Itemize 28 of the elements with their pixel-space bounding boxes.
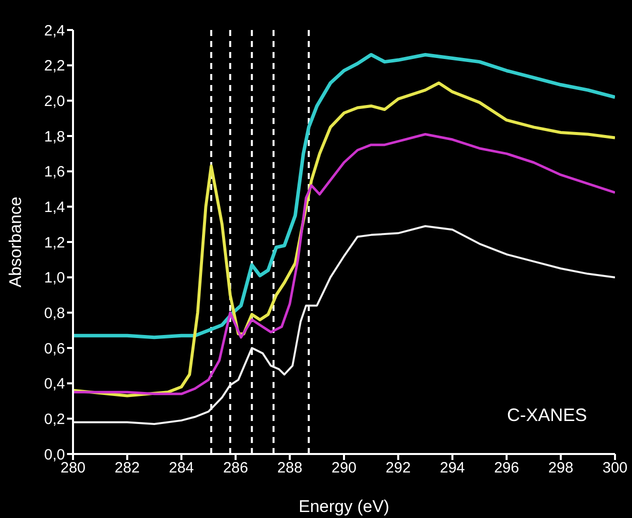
x-tick-label: 300 <box>602 460 628 477</box>
line-series <box>73 52 615 340</box>
y-tick-label: 1,0 <box>44 270 65 287</box>
x-tick-label: 286 <box>223 460 248 477</box>
annotation: C-XANES <box>506 405 587 426</box>
y-tick-label: 0,4 <box>44 376 65 393</box>
x-tick-label: 284 <box>168 460 194 477</box>
y-tick-label: 0,2 <box>44 410 65 428</box>
x-tick-label: 296 <box>494 460 520 477</box>
line-series <box>73 225 615 425</box>
line-series <box>73 132 615 396</box>
y-tick-label: 0,6 <box>44 340 65 358</box>
y-tick-label: 2,4 <box>44 22 65 40</box>
x-tick-label: 290 <box>331 460 357 477</box>
y-tick-label: 1,6 <box>44 164 65 181</box>
y-tick-label: 1,4 <box>44 198 65 216</box>
y-tick-label: 1,8 <box>44 128 65 146</box>
x-tick-label: 292 <box>386 460 411 477</box>
y-tick-label: 2,2 <box>44 58 65 75</box>
x-tick-label: 282 <box>114 460 140 477</box>
x-tick-label: 288 <box>277 460 302 477</box>
y-tick-label: 1,2 <box>44 234 65 252</box>
y-tick-label: 0,8 <box>44 304 65 322</box>
x-tick-label: 298 <box>548 460 574 477</box>
x-axis-title: Energy (eV) <box>298 497 390 516</box>
x-tick-label: 294 <box>440 460 465 477</box>
y-tick-label: 2,0 <box>44 92 65 110</box>
y-axis-title: Absorbance <box>6 196 26 288</box>
